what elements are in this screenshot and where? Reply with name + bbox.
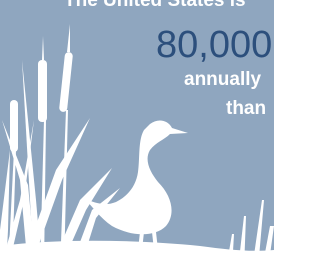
headline: The United States is bbox=[64, 0, 246, 11]
infographic: The United States is 80,000 annually tha… bbox=[0, 0, 274, 269]
figure: 80,000 bbox=[156, 24, 272, 66]
line: annually bbox=[184, 69, 262, 90]
line: than bbox=[226, 98, 266, 119]
